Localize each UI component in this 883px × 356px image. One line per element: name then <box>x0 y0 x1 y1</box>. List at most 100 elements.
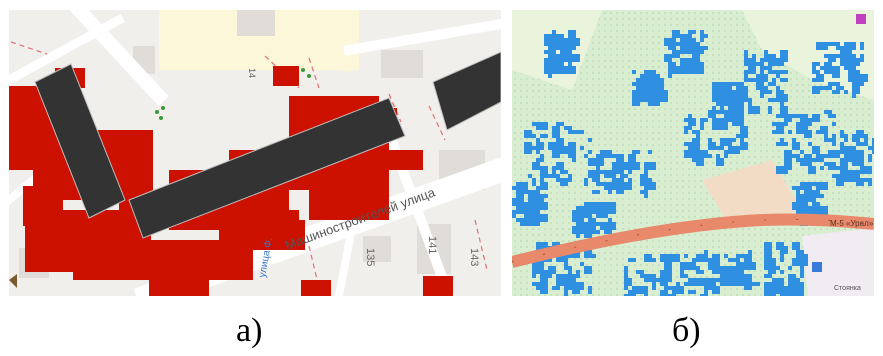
raster-cell <box>768 82 776 86</box>
house-number-2: 143 <box>468 248 480 266</box>
raster-cell <box>720 106 724 114</box>
raster-cell <box>640 178 644 186</box>
raster-cell <box>836 150 840 158</box>
raster-cell <box>796 198 804 202</box>
raster-cell <box>792 142 800 146</box>
raster-cell <box>828 114 836 118</box>
raster-cell <box>872 150 874 154</box>
raster-cell <box>804 198 808 202</box>
raster-cell <box>664 54 672 62</box>
raster-cell <box>588 202 592 206</box>
raster-cell <box>756 62 760 66</box>
raster-cell <box>848 70 856 78</box>
raster-cell <box>536 218 540 226</box>
raster-cell <box>632 166 640 170</box>
raster-cell <box>836 86 844 90</box>
raster-cell <box>524 206 528 214</box>
raster-cell <box>836 54 840 58</box>
raster-cell <box>640 74 644 78</box>
raster-cell <box>636 90 640 94</box>
raster-cell <box>640 90 644 94</box>
raster-cell <box>648 70 656 74</box>
raster-cell <box>680 66 688 70</box>
raster-cell <box>524 142 528 150</box>
raster-cell <box>760 86 768 94</box>
raster-cell <box>572 158 576 162</box>
raster-cell <box>780 142 788 146</box>
raster-cell <box>540 154 544 162</box>
map-panel-a: Машиностроителей улица улица Ф. 14 143 1… <box>9 10 501 296</box>
raster-cell <box>780 294 788 296</box>
raster-cell <box>856 150 864 158</box>
raster-cell <box>720 86 724 90</box>
raster-cell <box>552 134 556 138</box>
raster-cell <box>780 78 788 82</box>
raster-cell <box>788 286 796 294</box>
raster-cell <box>620 170 624 178</box>
raster-cell <box>684 126 688 134</box>
raster-cell <box>568 50 572 54</box>
raster-cell <box>544 174 552 178</box>
raster-cell <box>540 178 544 182</box>
raster-cell <box>600 202 608 206</box>
raster-cell <box>856 170 860 178</box>
raster-cell <box>688 66 692 74</box>
raster-cell <box>552 266 556 274</box>
raster-cell <box>764 262 768 266</box>
raster-cell <box>808 210 816 214</box>
raster-cell <box>724 150 728 154</box>
raster-cell <box>776 126 784 134</box>
raster-cell <box>728 278 736 282</box>
raster-cell <box>852 54 856 58</box>
raster-cell <box>772 122 776 126</box>
raster-cell <box>768 254 772 258</box>
raster-cell <box>584 266 588 270</box>
raster-cell <box>536 150 540 154</box>
raster-cell <box>532 182 536 186</box>
raster-cell <box>516 218 520 222</box>
raster-cell <box>752 282 760 286</box>
raster-cell <box>576 282 584 290</box>
raster-cell <box>732 270 740 278</box>
raster-cell <box>704 250 708 254</box>
raster-cell <box>700 118 708 122</box>
raster-cell <box>572 218 576 222</box>
raster-cell <box>608 210 616 214</box>
raster-cell <box>528 202 532 206</box>
raster-cell <box>600 222 604 226</box>
raster-cell <box>684 254 688 258</box>
stop-label: Стоянка <box>834 285 861 292</box>
raster-cell <box>800 122 808 130</box>
raster-cell <box>860 42 864 50</box>
raster-cell <box>556 242 560 246</box>
raster-cell <box>736 110 740 118</box>
raster-cell <box>808 182 816 186</box>
raster-cell <box>820 86 824 90</box>
raster-cell <box>736 86 744 90</box>
raster-cell <box>744 54 748 62</box>
raster-cell <box>648 90 652 94</box>
raster-cell <box>756 82 764 86</box>
raster-cell <box>868 166 872 174</box>
raster-cell <box>536 186 540 190</box>
raster-cell <box>528 174 532 178</box>
raster-cell <box>588 218 592 226</box>
raster-cell <box>596 158 600 166</box>
raster-cell <box>796 190 800 194</box>
house-number-1: 14 <box>247 68 257 78</box>
raster-cell <box>608 202 616 210</box>
raster-cell <box>820 186 824 190</box>
raster-cell <box>648 98 656 102</box>
raster-cell <box>640 274 644 278</box>
raster-cell <box>564 126 568 130</box>
raster-cell <box>720 138 728 146</box>
raster-cell <box>696 66 704 74</box>
raster-cell <box>516 206 524 214</box>
raster-cell <box>564 54 572 62</box>
raster-cell <box>580 130 584 134</box>
raster-cell <box>752 66 756 74</box>
raster-cell <box>544 122 548 130</box>
raster-cell <box>832 90 840 94</box>
raster-cell <box>540 274 544 278</box>
raster-cell <box>692 138 696 142</box>
